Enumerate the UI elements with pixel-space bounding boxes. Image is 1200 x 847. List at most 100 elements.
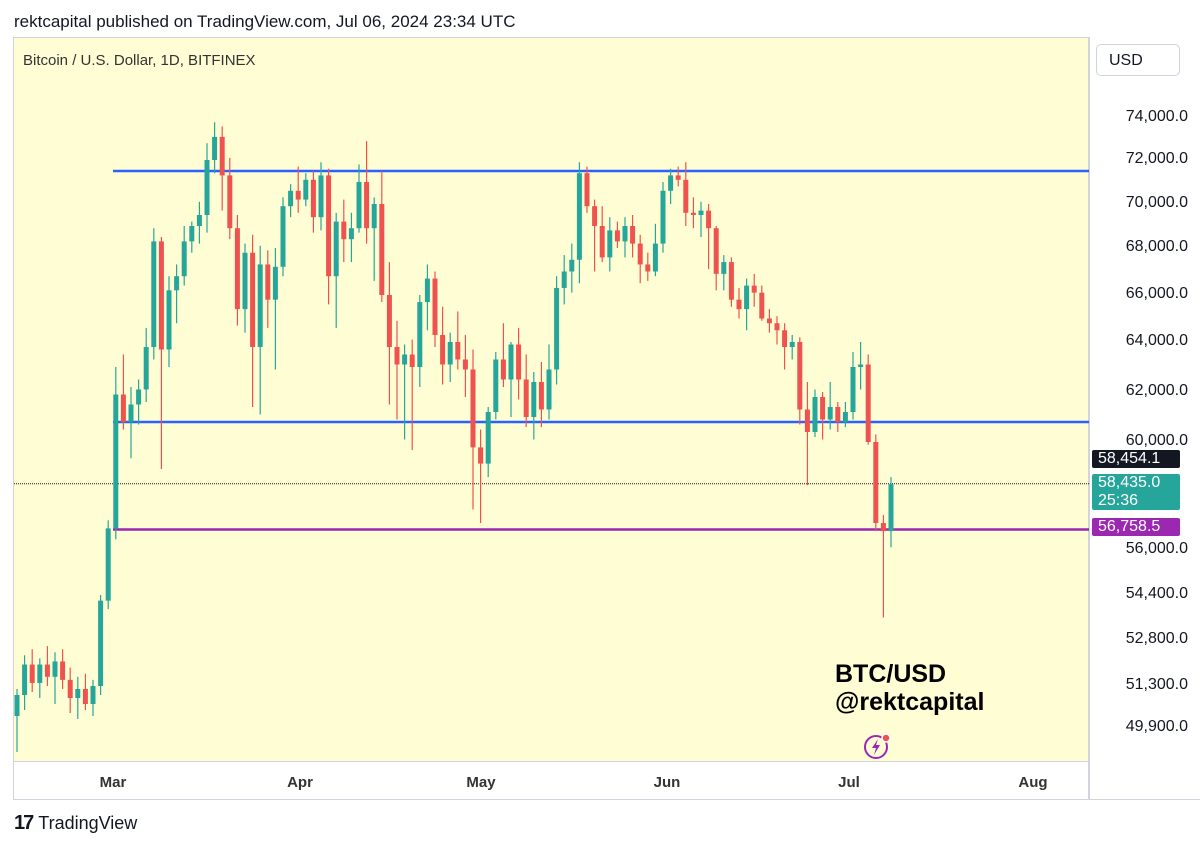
- candle-body: [288, 190, 294, 207]
- candle-body: [75, 689, 81, 698]
- price-axis[interactable]: [1089, 37, 1200, 762]
- time-axis-label: Apr: [287, 774, 313, 791]
- candle-body: [812, 397, 818, 432]
- footer-brand[interactable]: 17 TradingView: [14, 812, 137, 835]
- candle-body: [531, 382, 537, 417]
- candle-body: [265, 264, 271, 300]
- candle-body: [683, 179, 689, 213]
- time-axis-label: Jul: [838, 774, 860, 791]
- candle-body: [538, 382, 544, 410]
- candle-body: [318, 175, 324, 218]
- candle-body: [60, 661, 66, 680]
- candle-body: [174, 276, 180, 291]
- price-axis-label: 49,900.0: [1125, 718, 1188, 735]
- candle-body: [888, 484, 894, 532]
- time-axis-label: Mar: [99, 774, 127, 791]
- price-axis-label: 72,000.0: [1125, 150, 1188, 167]
- candle-body: [766, 318, 772, 324]
- candle-body: [478, 447, 484, 464]
- candle-body: [880, 523, 886, 532]
- lightning-bolt-icon[interactable]: [862, 731, 894, 763]
- candle-body: [804, 409, 810, 432]
- candle-body: [569, 259, 575, 272]
- candle-body: [660, 190, 666, 244]
- candle-body: [493, 359, 499, 412]
- price-tag: 58,454.1: [1092, 450, 1180, 468]
- candle-body: [120, 394, 126, 422]
- price-axis-label: 56,000.0: [1125, 540, 1188, 557]
- candle-body: [326, 175, 332, 277]
- price-axis-label: 54,400.0: [1125, 585, 1188, 602]
- candle-body: [523, 379, 529, 417]
- candle-body: [348, 228, 354, 240]
- candle-body: [379, 204, 385, 295]
- watermark-author: @rektcapital: [835, 688, 985, 716]
- candle-body: [98, 600, 104, 686]
- candle-body: [500, 359, 506, 380]
- candle-body: [774, 323, 780, 331]
- time-axis-label: Aug: [1018, 774, 1048, 791]
- candle-body: [865, 364, 871, 442]
- candle-body: [713, 228, 719, 274]
- candle-body: [675, 175, 681, 180]
- time-axis[interactable]: [13, 762, 1089, 800]
- candle-body: [607, 230, 613, 258]
- price-tag: 58,435.0 25:36: [1092, 474, 1180, 510]
- axis-corner: [1089, 762, 1200, 800]
- candle-body: [668, 175, 674, 191]
- candle-body: [303, 179, 309, 200]
- candle-body: [622, 226, 628, 242]
- candle-body: [447, 342, 453, 365]
- candle-body: [462, 359, 468, 370]
- candle-body: [842, 412, 848, 422]
- candle-body: [614, 230, 620, 242]
- price-tag: 56,758.5: [1092, 518, 1180, 536]
- candle-body: [181, 241, 187, 277]
- candle-body: [470, 369, 476, 448]
- candle-body: [90, 686, 96, 704]
- candle-body: [455, 342, 461, 360]
- candle-body: [561, 271, 567, 288]
- candle-body: [143, 347, 149, 390]
- candle-body: [250, 252, 256, 347]
- candle-body: [728, 262, 734, 300]
- candle-body: [789, 342, 795, 347]
- candle-body: [424, 278, 430, 303]
- candle-body: [516, 344, 522, 380]
- price-tag-value: 58,454.1: [1098, 450, 1161, 467]
- candle-body: [820, 397, 826, 420]
- candle-body: [310, 179, 316, 218]
- candle-body: [204, 160, 210, 215]
- candle-body: [432, 278, 438, 335]
- candle-body: [782, 330, 788, 347]
- candle-body: [371, 204, 377, 229]
- candle-body: [29, 664, 35, 683]
- candle-body: [835, 407, 841, 422]
- time-axis-label: Jun: [653, 774, 681, 791]
- price-tag-value: 58,435.0: [1098, 474, 1161, 491]
- candle-body: [341, 221, 347, 240]
- candle-body: [440, 334, 446, 365]
- candle-body: [356, 182, 362, 229]
- candle-body: [386, 295, 392, 347]
- candle-body: [44, 664, 50, 677]
- candle-body: [721, 262, 727, 274]
- candle-body: [858, 364, 864, 367]
- candle-body: [272, 266, 278, 300]
- candle-body: [652, 243, 658, 272]
- candle-body: [158, 241, 164, 350]
- currency-button[interactable]: USD: [1096, 44, 1180, 76]
- candle-body: [52, 661, 58, 677]
- candle-body: [402, 354, 408, 365]
- candle-body: [295, 190, 301, 200]
- candle-body: [630, 226, 636, 244]
- candle-body: [82, 689, 88, 704]
- candle-body: [759, 292, 765, 319]
- candle-body: [409, 354, 415, 367]
- candle-body: [690, 212, 696, 215]
- candle-body: [166, 290, 172, 350]
- candle-body: [212, 136, 218, 160]
- price-axis-label: 74,000.0: [1125, 108, 1188, 125]
- tradingview-logo-icon: 17: [14, 812, 34, 834]
